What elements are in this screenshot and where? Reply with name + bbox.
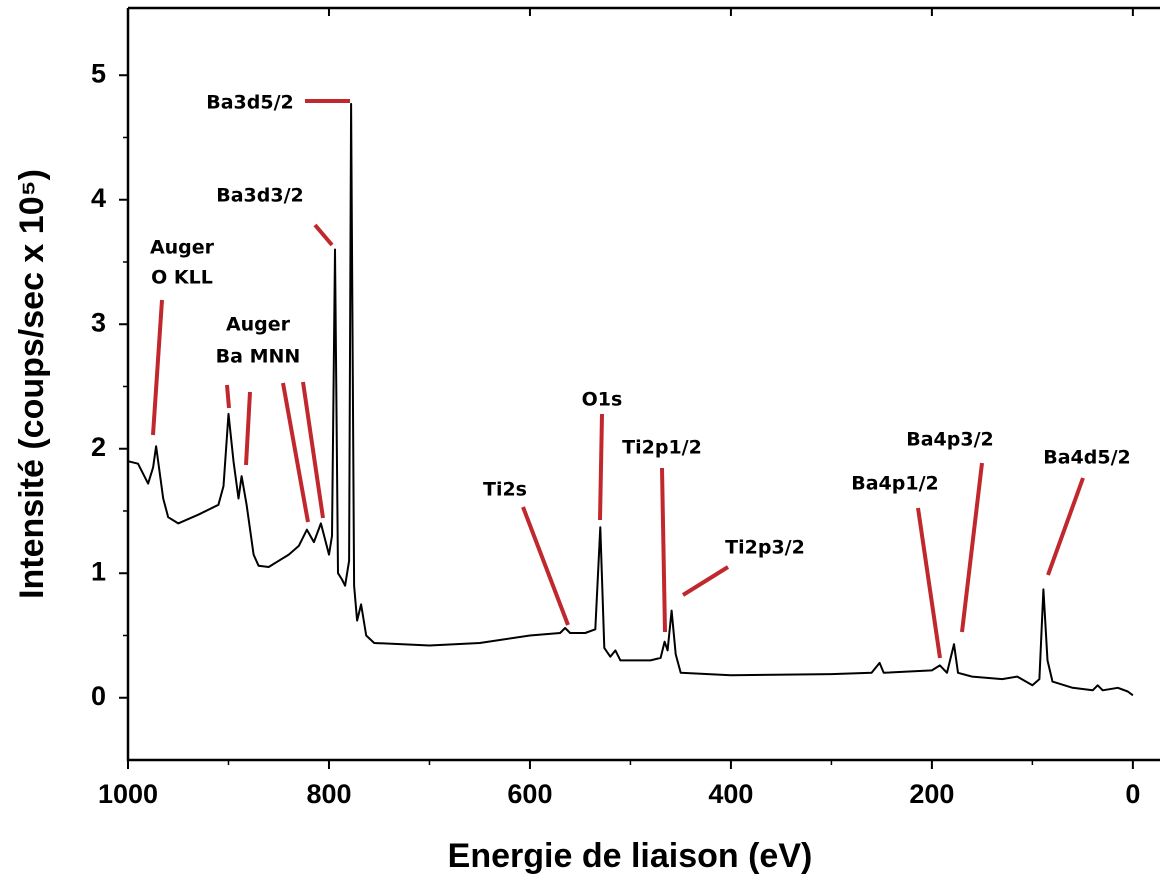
y-tick-label: 1	[91, 556, 106, 586]
annotation-leader	[313, 223, 334, 247]
annotation-label: Ba MNN	[216, 346, 301, 368]
y-tick-label: 4	[91, 183, 106, 213]
annotation-leader	[281, 382, 310, 523]
annotation-leader	[681, 565, 730, 597]
annotation-leader	[244, 391, 252, 466]
annotation-leader	[151, 299, 164, 436]
x-tick-label: 1000	[98, 779, 158, 809]
x-tick-label: 0	[1125, 779, 1140, 809]
spectrum-line	[127, 102, 1134, 697]
annotation-label: Auger	[150, 237, 215, 259]
x-tick-label: 800	[306, 779, 351, 809]
annotation-label: O1s	[582, 389, 623, 411]
annotation-leader	[225, 384, 231, 409]
annotation-label: O KLL	[151, 267, 213, 289]
y-axis-title: Intensité (coups/sec x 10⁵)	[13, 169, 51, 599]
annotation-leader	[960, 462, 984, 633]
annotation-leader	[301, 381, 325, 519]
annotation-leader	[660, 467, 667, 633]
x-tick-label: 200	[909, 779, 954, 809]
annotation-leader	[1046, 477, 1085, 576]
y-tick-label: 5	[91, 58, 106, 88]
y-tick-label: 0	[91, 681, 106, 711]
annotation-label: Ba3d3/2	[216, 185, 304, 207]
annotation-label: Ti2p3/2	[725, 537, 805, 559]
x-tick-label: 400	[708, 779, 753, 809]
y-tick-label: 3	[91, 307, 106, 337]
annotation-leader	[521, 506, 570, 626]
y-tick-label: 2	[91, 432, 106, 462]
annotation-label: Ti2s	[483, 479, 527, 501]
annotation-leader	[916, 507, 942, 659]
annotation-label: Ti2p1/2	[622, 437, 702, 459]
annotation-label: Ba4d5/2	[1043, 447, 1131, 469]
x-tick-label: 600	[507, 779, 552, 809]
annotation-label: Ba3d5/2	[206, 92, 294, 114]
annotation-leader	[598, 413, 604, 521]
annotation-label: Ba4p1/2	[851, 473, 939, 495]
annotation-label: Auger	[226, 314, 291, 336]
x-axis-title: Energie de liaison (eV)	[448, 837, 813, 875]
annotation-label: Ba4p3/2	[906, 429, 994, 451]
